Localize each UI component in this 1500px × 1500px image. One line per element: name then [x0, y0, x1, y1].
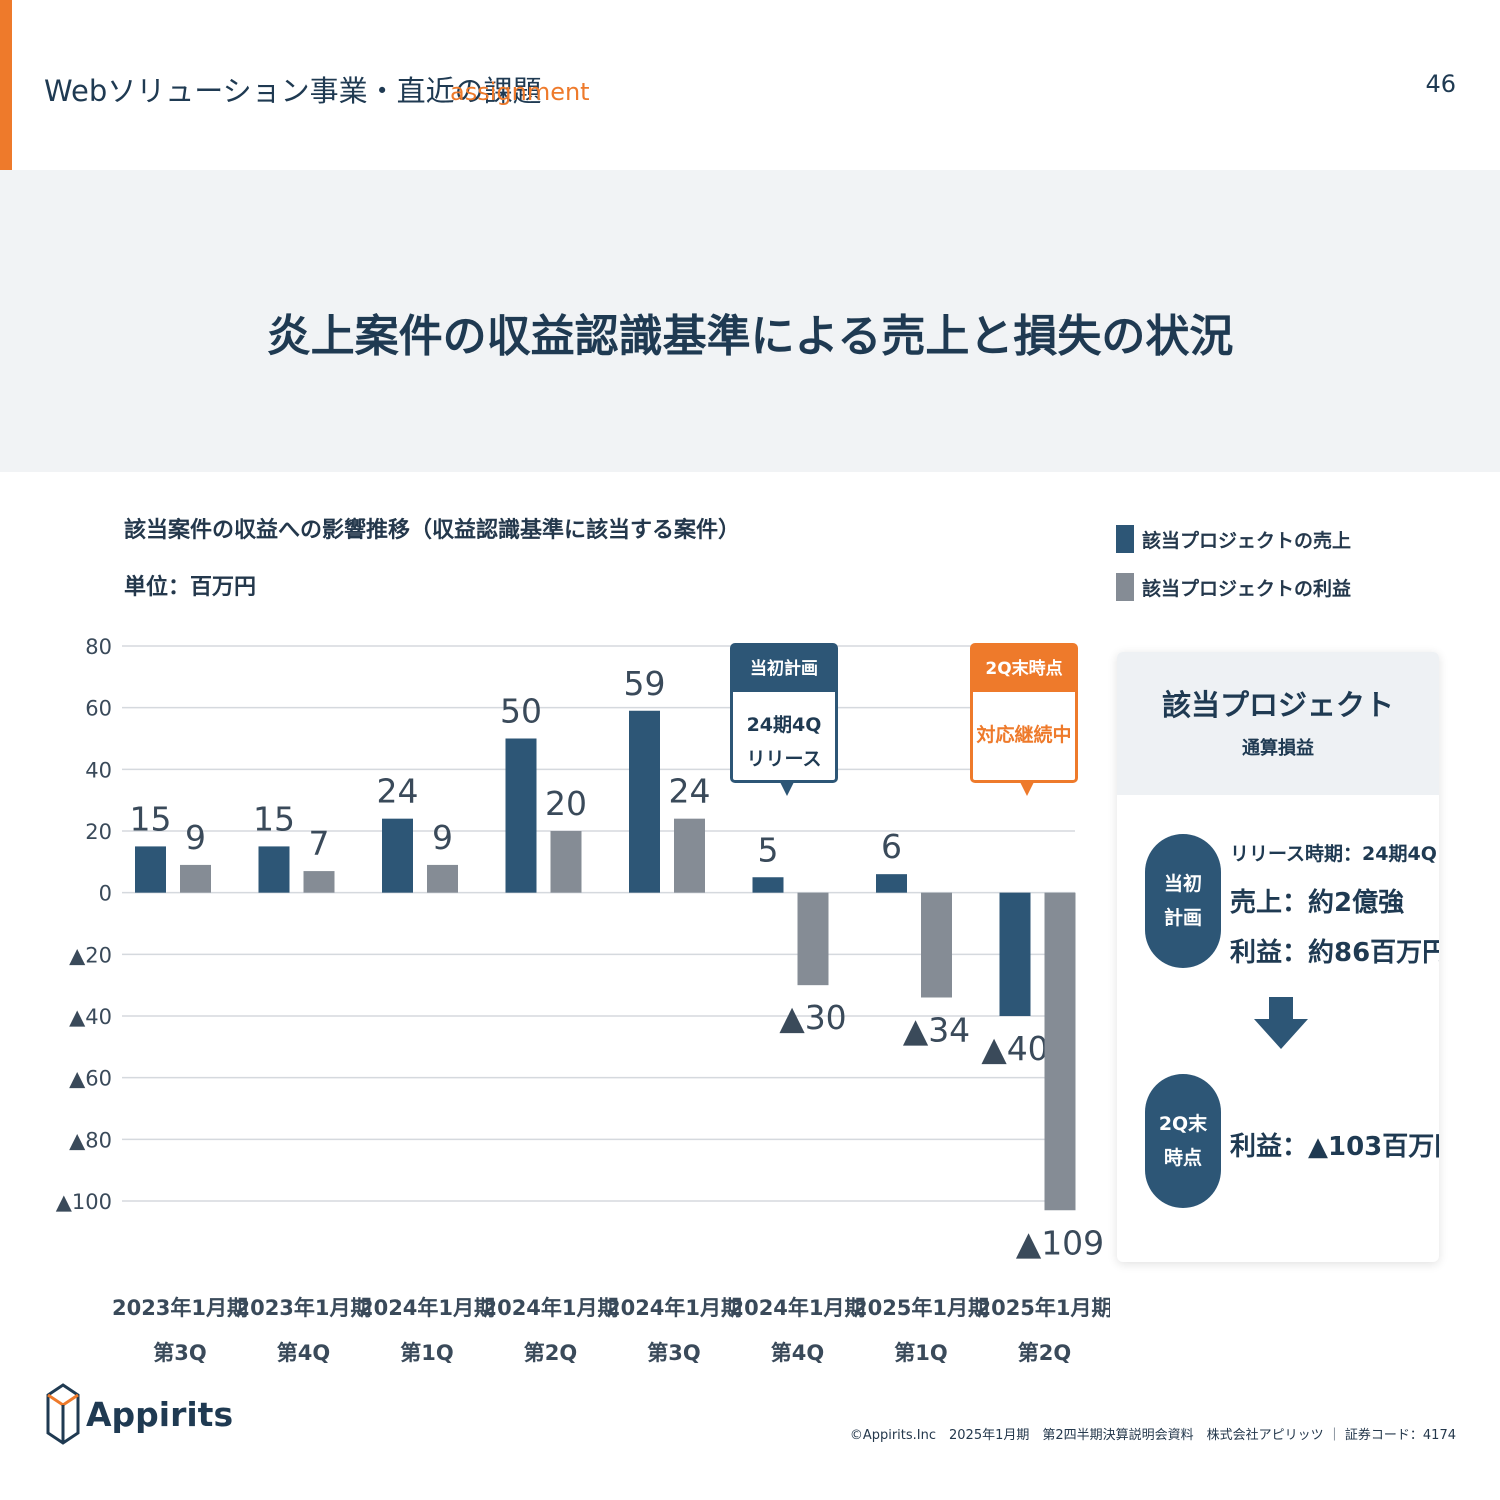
chart-legend: 該当プロジェクトの売上 該当プロジェクトの利益: [1116, 524, 1351, 620]
callout-now-body: 対応継続中: [976, 724, 1072, 746]
callout-plan-head: 当初計画: [733, 646, 835, 692]
y-tick-label: 80: [85, 635, 112, 659]
plan-sales: 売上：約2億強: [1230, 888, 1405, 918]
page-title: 炎上案件の収益認識基準による売上と損失の状況: [266, 311, 1234, 362]
now-badge: 2Q末 時点: [1145, 1074, 1221, 1208]
callout-now-pointer: [1019, 780, 1035, 796]
callout-plan-body: 24期4Q リリース: [746, 714, 822, 770]
y-tick-label: 40: [85, 758, 112, 782]
data-label-profit: 9: [432, 818, 453, 857]
x-tick-label-period: 2024年1月期: [729, 1296, 865, 1320]
panel-header: 該当プロジェクト 通算損益: [1117, 652, 1439, 795]
callout-now-head: 2Q末時点: [973, 646, 1075, 692]
data-label-sales: 50: [500, 692, 542, 731]
bar-profit: [303, 871, 335, 893]
section-subtitle: assignment: [450, 78, 590, 106]
x-tick-label-period: 2025年1月期: [976, 1296, 1110, 1320]
data-label-sales: 6: [881, 827, 902, 866]
legend-label-profit: 該当プロジェクトの利益: [1142, 577, 1352, 600]
y-tick-label: ▲80: [69, 1128, 112, 1152]
x-tick-label-quarter: 第4Q: [277, 1341, 330, 1365]
title-banner: [0, 170, 1500, 472]
header-accent-bar: [0, 0, 12, 170]
plan-badge: 当初 計画: [1145, 834, 1221, 968]
data-label-sales: 5: [758, 830, 779, 869]
data-label-sales: ▲40: [981, 1029, 1048, 1068]
y-tick-label: ▲60: [69, 1067, 112, 1091]
plan-profit: 利益：約86百万円: [1230, 938, 1439, 968]
data-label-profit: 20: [545, 784, 587, 823]
page-number: 46: [1425, 70, 1456, 98]
x-tick-label-period: 2023年1月期: [235, 1296, 371, 1320]
bar-profit: [180, 864, 211, 893]
bar-profit: [797, 892, 829, 986]
legend-label-sales: 該当プロジェクトの売上: [1142, 529, 1352, 552]
y-tick-label: 20: [85, 820, 112, 844]
y-tick-label: ▲40: [69, 1005, 112, 1029]
data-label-profit: ▲30: [779, 998, 846, 1037]
data-label-profit: ▲34: [903, 1011, 970, 1050]
y-tick-label: 0: [99, 882, 112, 906]
data-label-profit: 7: [309, 824, 330, 863]
x-tick-label-period: 2024年1月期: [359, 1296, 495, 1320]
plan-release: リリース時期：24期4Q: [1230, 843, 1437, 865]
x-tick-label-period: 2025年1月期: [853, 1296, 989, 1320]
x-tick-label-period: 2024年1月期: [606, 1296, 742, 1320]
arrow-down-icon: [1254, 997, 1308, 1049]
bar-sales: [135, 846, 166, 893]
data-label-sales: 59: [624, 664, 666, 703]
company-logo: Appirits: [46, 1383, 233, 1445]
x-tick-label-quarter: 第2Q: [524, 1341, 577, 1365]
data-label-profit: 9: [185, 818, 206, 857]
bar-profit: [921, 892, 952, 998]
bar-sales: [752, 877, 784, 893]
x-tick-label-quarter: 第3Q: [647, 1341, 700, 1365]
chart-unit: 単位：百万円: [124, 575, 257, 600]
chart-title: 該当案件の収益への影響推移（収益認識基準に該当する案件）: [124, 518, 741, 543]
bar-sales: [382, 818, 413, 893]
bar-profit: [674, 818, 705, 893]
legend-swatch-profit: [1116, 573, 1134, 601]
data-label-sales: 15: [253, 799, 295, 838]
panel-title: 該当プロジェクト: [1161, 688, 1394, 722]
legend-item-sales: 該当プロジェクトの売上: [1116, 524, 1351, 554]
x-tick-label-period: 2024年1月期: [482, 1296, 618, 1320]
data-label-profit: 24: [669, 772, 711, 811]
x-tick-label-period: 2023年1月期: [112, 1296, 248, 1320]
section-title: Webソリューション事業・直近の課題: [44, 74, 542, 108]
bar-profit: [427, 864, 458, 893]
data-label-sales: 24: [377, 772, 419, 811]
callout-current-status: 2Q末時点 対応継続中: [970, 643, 1078, 796]
data-label-sales: 15: [130, 799, 172, 838]
bar-sales: [258, 846, 290, 893]
bar-sales: [505, 738, 537, 893]
panel-subtitle: 通算損益: [1242, 738, 1314, 759]
project-summary-panel: 該当プロジェクト 通算損益 当初 計画 リリース時期：24期4Q 売上：約2億強…: [1117, 652, 1439, 1262]
callout-plan-pointer: [779, 780, 795, 796]
bar-sales: [876, 874, 907, 893]
x-tick-label-quarter: 第1Q: [400, 1341, 453, 1365]
bar-sales: [999, 892, 1031, 1016]
y-tick-label: ▲100: [56, 1190, 112, 1214]
now-profit: 利益：▲103百万円: [1230, 1132, 1439, 1162]
bar-profit: [550, 831, 582, 893]
x-tick-label-quarter: 第3Q: [153, 1341, 206, 1365]
data-label-profit: ▲109: [1016, 1223, 1104, 1262]
callout-initial-plan: 当初計画 24期4Q リリース: [730, 643, 838, 796]
bar-sales: [629, 710, 660, 893]
legend-swatch-sales: [1116, 525, 1134, 553]
logo-text: Appirits: [86, 1394, 234, 1434]
legend-item-profit: 該当プロジェクトの利益: [1116, 572, 1351, 602]
y-tick-label: 60: [85, 697, 112, 721]
x-tick-label-quarter: 第4Q: [771, 1341, 824, 1365]
cube-logo-icon: [46, 1383, 80, 1445]
x-tick-label-quarter: 第1Q: [894, 1341, 947, 1365]
x-tick-label-quarter: 第2Q: [1018, 1341, 1071, 1365]
y-tick-label: ▲20: [69, 943, 112, 967]
footer-copyright: ©Appirits.Inc 2025年1月期 第2四半期決算説明会資料 株式会社…: [849, 1428, 1456, 1443]
bar-profit: [1044, 892, 1076, 1211]
